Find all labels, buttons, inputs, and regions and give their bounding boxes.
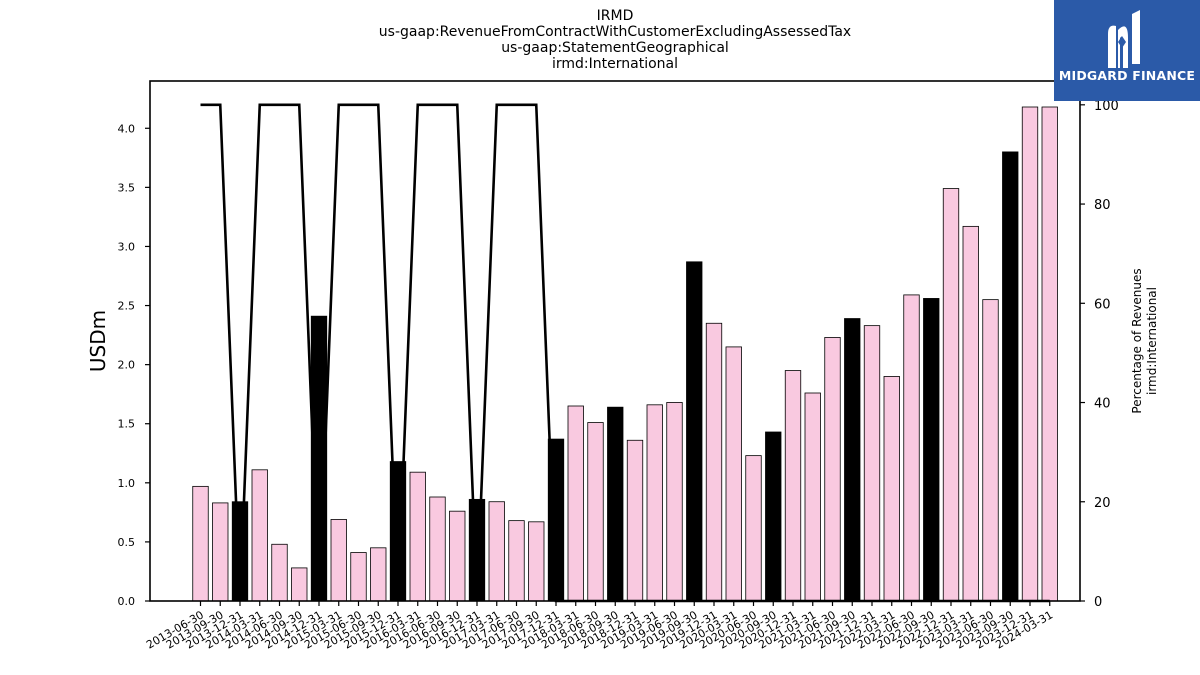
y-tick-label: 1.0 <box>118 477 136 490</box>
y-right-tick-label: 0 <box>1094 595 1102 610</box>
chart-title-line: us-gaap:StatementGeographical <box>501 40 729 56</box>
bar <box>765 431 782 602</box>
chart-title-line: irmd:International <box>552 56 678 72</box>
bar <box>567 405 584 602</box>
y-right-tick-label: 40 <box>1094 397 1111 412</box>
logo-text: MIDGARD FINANCE <box>1058 68 1196 83</box>
bar <box>212 502 229 602</box>
percentage-line <box>200 103 1050 603</box>
y-axis-right-ticks: 0 20 40 60 80 100 <box>1080 99 1119 610</box>
bar <box>804 392 821 602</box>
y-tick-label: 3.0 <box>118 240 136 253</box>
percentage-line-group <box>200 103 1050 603</box>
bar <box>488 501 505 602</box>
y-tick-label: 0.0 <box>118 595 136 608</box>
bar <box>626 439 644 602</box>
bar <box>646 404 663 602</box>
y-axis-right-label: Percentage of Revenues irmd:International <box>1130 268 1159 413</box>
bar <box>923 298 940 602</box>
bar <box>883 376 900 602</box>
y-tick-label: 2.5 <box>118 300 136 313</box>
y-right-tick-label: 80 <box>1094 198 1111 213</box>
y-axis-left-label: USDm <box>86 310 110 372</box>
bar <box>330 519 347 602</box>
midgard-finance-logo: MIDGARD FINANCE <box>1054 0 1200 101</box>
y-tick-label: 3.5 <box>118 181 136 194</box>
bar <box>1041 106 1058 602</box>
bar <box>587 422 604 602</box>
bar <box>607 406 624 602</box>
bar <box>725 346 742 602</box>
y-axis-right-label-line: irmd:International <box>1145 287 1159 395</box>
bar <box>192 485 209 602</box>
bars-group <box>192 106 1058 602</box>
bar <box>528 521 545 602</box>
bar <box>1002 151 1019 602</box>
x-axis-ticks: 2013-06-302013-09-302013-12-312014-03-31… <box>144 601 1055 652</box>
y-right-tick-label: 20 <box>1094 496 1111 511</box>
bar <box>429 496 446 602</box>
bar <box>251 469 268 602</box>
bar <box>370 547 387 602</box>
y-axis-right-label-line: Percentage of Revenues <box>1130 268 1144 413</box>
bar <box>942 188 960 602</box>
bar <box>666 402 683 602</box>
y-tick-label: 0.5 <box>118 536 136 549</box>
midgard-logo-icon <box>1108 10 1140 68</box>
bar <box>745 455 762 602</box>
bar <box>1021 106 1039 602</box>
bar <box>784 370 802 602</box>
bar <box>903 294 920 602</box>
bar <box>982 299 999 602</box>
y-tick-label: 2.0 <box>118 359 136 372</box>
chart-title-line: us-gaap:RevenueFromContractWithCustomerE… <box>379 24 851 40</box>
y-right-tick-label: 60 <box>1094 297 1111 312</box>
bar <box>409 471 426 602</box>
y-axis-left-ticks: 0.0 0.5 1.0 1.5 2.0 2.5 3.0 3.5 4.0 <box>118 122 150 608</box>
chart-title-line: IRMD <box>597 8 634 24</box>
bar <box>271 543 288 602</box>
bar <box>449 510 466 602</box>
bar <box>686 261 703 602</box>
bar <box>962 225 979 602</box>
y-tick-label: 1.5 <box>118 418 136 431</box>
bar <box>705 322 723 602</box>
bar <box>824 337 841 602</box>
y-tick-label: 4.0 <box>118 122 136 135</box>
bar <box>508 520 525 602</box>
y-right-tick-label: 100 <box>1094 99 1119 114</box>
chart-title: IRMDus-gaap:RevenueFromContractWithCusto… <box>379 8 851 72</box>
bar <box>863 325 881 602</box>
bar <box>844 318 861 602</box>
bar <box>291 567 308 602</box>
bar <box>350 552 367 602</box>
